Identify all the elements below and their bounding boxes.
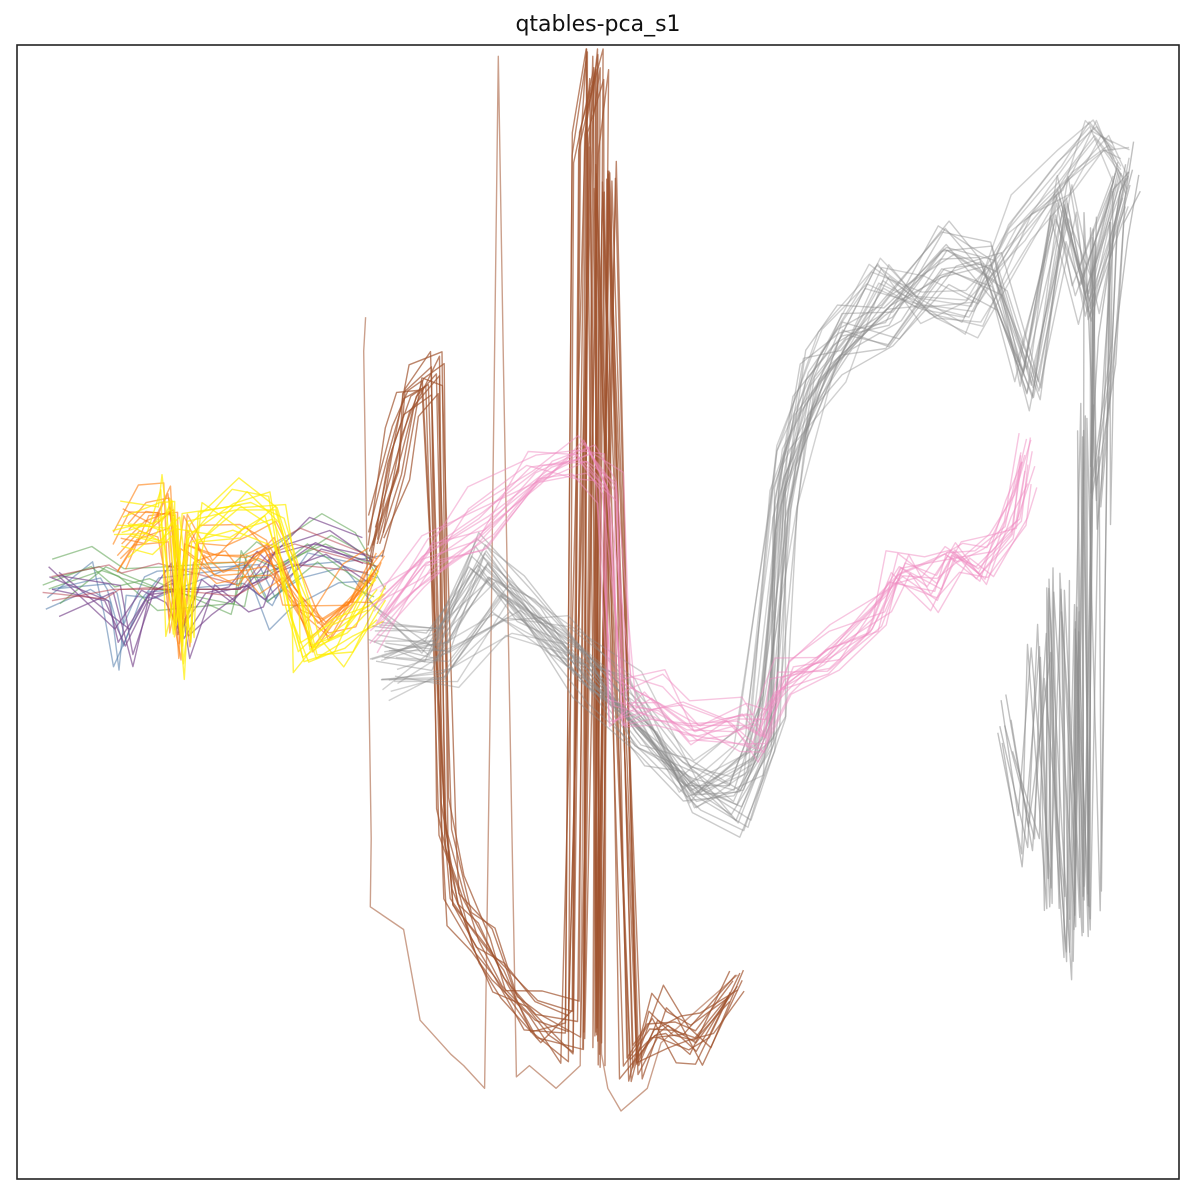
series-line-7-0 [363,55,738,1112]
series-line-4-5 [122,485,379,623]
series-line-6-12 [367,48,730,1067]
series-line-9-11 [388,149,1122,796]
series-line-6-3 [367,67,730,1063]
series-line-6-11 [367,51,729,1082]
series-line-6-7 [368,68,731,1080]
series-line-5-7 [112,515,369,674]
series-line-5-6 [116,504,374,663]
series-line-11-13 [380,451,1033,732]
plot-frame [16,44,1180,1180]
series-group-9 [380,119,1130,809]
series-group-7 [363,55,738,1112]
series-line-9-9 [397,135,1130,809]
series-line-8-6 [384,171,1129,796]
series-line-9-12 [380,125,1114,793]
series-line-6-10 [381,53,743,1080]
series-line-5-8 [122,491,380,658]
series-line-8-2 [379,197,1124,808]
series-line-9-1 [381,125,1115,788]
series-line-8-5 [384,206,1129,838]
series-group-6 [367,48,745,1083]
series-line-1-4 [48,550,375,612]
series-line-8-3 [374,169,1120,803]
series-group-5 [112,474,387,681]
series-line-8-1 [372,183,1117,822]
series-line-5-9 [127,501,385,665]
series-line-8-8 [368,190,1113,786]
series-line-11-8 [368,432,1020,733]
series-line-8-4 [383,175,1129,828]
chart-title: qtables-pca_s1 [515,12,681,37]
series-line-9-5 [380,121,1114,804]
series-line-6-1 [369,77,731,1065]
series-line-8-14 [375,172,1121,824]
series-line-5-10 [129,491,387,656]
series-line-9-0 [388,135,1122,795]
series-line-9-7 [382,119,1116,780]
series-line-9-6 [394,119,1127,809]
series-line-11-3 [370,450,1023,723]
series-line-5-4 [129,497,387,668]
series-line-11-7 [385,444,1038,745]
series-line-6-8 [376,67,739,1065]
series-line-9-4 [394,144,1128,796]
series-line-5-11 [127,499,385,660]
series-line-11-15 [376,446,1029,753]
series-line-10-7 [1011,190,1141,937]
series-line-6-4 [374,48,737,1061]
series-group-1 [42,513,386,616]
series-line-6-5 [382,48,745,1069]
series-line-9-13 [388,119,1122,762]
series-line-6-13 [379,78,741,1076]
series-line-8-12 [376,172,1122,792]
series-line-10-5 [999,177,1129,963]
series-lines-layer [42,48,1141,1112]
series-line-4-3 [116,529,374,661]
series-line-1-1 [51,513,379,572]
series-line-8-17 [369,180,1115,802]
series-line-10-3 [1005,141,1135,928]
series-line-8-10 [381,206,1126,832]
series-line-4-9 [127,497,384,648]
series-line-1-2 [59,534,386,608]
series-line-8-16 [381,177,1126,803]
series-line-8-0 [377,180,1122,806]
series-line-5-1 [120,474,377,644]
series-group-10 [997,141,1141,981]
series-line-8-7 [371,172,1116,816]
series-line-0-0 [51,565,378,647]
series-line-10-1 [1001,184,1131,981]
series-line-8-15 [369,175,1114,787]
series-group-8 [368,157,1130,838]
series-line-9-8 [395,134,1129,790]
series-line-8-11 [373,167,1118,778]
series-group-11 [368,432,1038,763]
series-line-11-6 [379,472,1032,763]
series-line-9-2 [381,129,1114,798]
series-line-8-9 [385,157,1130,821]
series-line-9-10 [396,146,1130,794]
series-line-11-1 [379,439,1032,739]
series-line-9-3 [390,138,1124,792]
series-line-8-13 [374,161,1119,791]
